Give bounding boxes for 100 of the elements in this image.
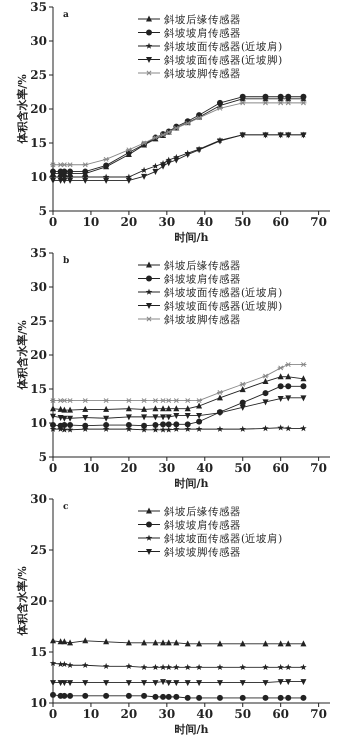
point [184, 413, 191, 420]
x-tick-label: 50 [234, 461, 252, 475]
legend-label: 斜坡坡面传感器(近坡肩) [164, 40, 282, 53]
point [141, 692, 148, 699]
y-axis-title: 体积含水率/% [16, 74, 29, 145]
legend-label: 斜坡坡脚传感器 [164, 313, 241, 326]
y-axis-title: 体积含水率/% [16, 566, 29, 637]
point [239, 382, 246, 387]
y-tick-label: 25 [30, 314, 47, 328]
point [184, 680, 191, 686]
point [262, 425, 269, 432]
point [82, 398, 89, 404]
point [278, 396, 284, 402]
legend-label: 斜坡坡面传感器(近坡肩) [164, 286, 282, 299]
point [300, 694, 306, 701]
x-tick-label: 50 [234, 707, 252, 721]
point [262, 664, 269, 670]
point [166, 405, 172, 412]
annotation: b [63, 256, 70, 266]
point [103, 416, 110, 422]
point [103, 638, 110, 644]
point [196, 694, 202, 701]
point [240, 640, 246, 646]
x-tick-label: 70 [310, 461, 327, 475]
legend-label: 斜坡后缘传感器 [164, 259, 241, 272]
point [126, 662, 132, 670]
point [173, 158, 180, 164]
y-tick-label: 30 [30, 492, 47, 506]
point [300, 425, 307, 432]
point [216, 394, 223, 400]
x-axis-title: 时间/h [174, 723, 209, 736]
point [184, 152, 191, 158]
legend-label: 斜坡后缘传感器 [164, 505, 241, 518]
point [126, 405, 132, 412]
legend-label: 斜坡坡肩传感器 [164, 518, 241, 532]
legend-label: 斜坡后缘传感器 [164, 13, 241, 26]
point [103, 692, 110, 699]
point [67, 406, 74, 413]
y-tick-label: 35 [30, 0, 47, 14]
point [300, 395, 306, 402]
legend-label: 斜坡坡脚传感器 [164, 67, 241, 80]
point [172, 398, 180, 404]
point [285, 383, 292, 390]
point [82, 162, 89, 168]
x-tick-label: 0 [48, 215, 58, 229]
y-tick-label: 15 [30, 136, 47, 150]
point [285, 425, 292, 432]
y-tick-label: 25 [30, 543, 47, 557]
point [82, 637, 88, 644]
legend-label: 斜坡坡脚传感器 [164, 546, 241, 558]
point [240, 404, 246, 411]
point [166, 694, 172, 700]
point [152, 680, 158, 686]
point [196, 402, 202, 408]
x-tick-label: 30 [158, 215, 176, 229]
point [173, 694, 180, 700]
y-tick-label: 30 [30, 280, 47, 294]
point [262, 373, 269, 379]
x-axis-title: 时间/h [174, 231, 209, 244]
point [166, 639, 172, 646]
point [160, 679, 166, 686]
point [166, 680, 172, 686]
y-tick-label: 30 [30, 34, 47, 48]
point [277, 100, 284, 106]
point [278, 640, 284, 646]
point [278, 679, 284, 686]
point [61, 406, 68, 413]
point [284, 100, 292, 106]
x-tick-label: 30 [158, 707, 176, 721]
point [50, 692, 56, 698]
point [300, 640, 306, 646]
point [196, 426, 202, 432]
y-tick-label: 35 [30, 246, 47, 260]
point [152, 405, 158, 412]
point [152, 162, 159, 169]
point [300, 679, 306, 686]
point [67, 680, 74, 686]
point [216, 694, 223, 701]
y-tick-label: 25 [30, 68, 47, 82]
point [278, 694, 284, 701]
annotation: a [63, 10, 69, 20]
x-tick-label: 20 [120, 707, 138, 721]
point [216, 390, 224, 395]
point [82, 692, 88, 699]
point [103, 406, 110, 412]
x-tick-label: 60 [272, 215, 290, 229]
point [126, 414, 132, 420]
y-tick-label: 15 [30, 382, 47, 396]
legend-label: 斜坡坡面传感器(近坡脚) [164, 54, 282, 66]
point [300, 664, 307, 670]
point [61, 638, 68, 644]
point [262, 694, 268, 701]
x-tick-label: 60 [272, 707, 290, 721]
point [61, 660, 68, 667]
y-tick-label: 20 [30, 102, 47, 116]
point [103, 422, 110, 428]
point [262, 640, 268, 646]
point [125, 398, 132, 404]
point [285, 694, 292, 701]
point [216, 106, 224, 111]
